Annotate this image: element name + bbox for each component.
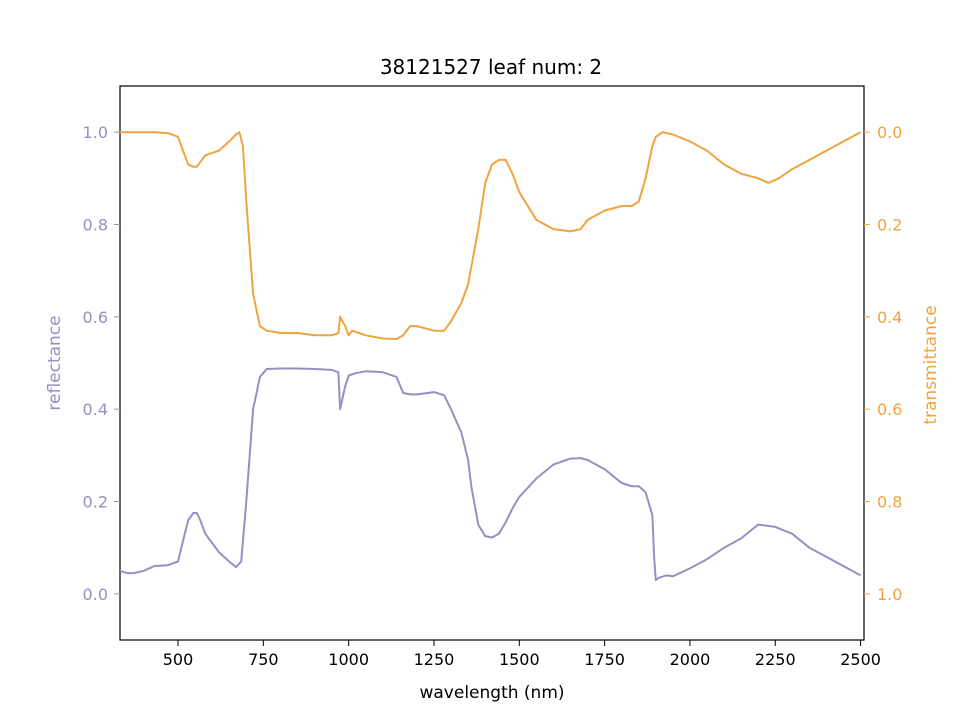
left-tick-label: 0.4	[83, 400, 108, 419]
x-tick-label: 1500	[499, 650, 540, 669]
x-tick-label: 2000	[670, 650, 711, 669]
x-axis-ticks: 500 750 1000 1250 1500 1750 2000 2250 2500	[163, 640, 881, 669]
series-layer	[119, 131, 862, 581]
right-tick-label: 0.2	[877, 216, 902, 235]
right-tick-label: 0.0	[877, 123, 902, 142]
right-tick-label: 0.4	[877, 308, 902, 327]
x-tick-label: 1000	[328, 650, 369, 669]
chart-title: 38121527 leaf num: 2	[380, 55, 602, 79]
right-axis-ticks: 0.0 0.2 0.4 0.6 0.8 1.0	[864, 123, 902, 604]
x-tick-label: 500	[163, 650, 194, 669]
right-tick-label: 1.0	[877, 585, 902, 604]
left-tick-label: 0.2	[83, 493, 108, 512]
x-tick-label: 1250	[414, 650, 455, 669]
x-tick-label: 750	[248, 650, 279, 669]
left-axis-label: reflectance	[45, 315, 65, 410]
right-axis-label: transmittance	[921, 305, 941, 424]
x-tick-label: 2250	[755, 650, 796, 669]
x-tick-label: 1750	[584, 650, 625, 669]
left-axis-ticks: 0.0 0.2 0.4 0.6 0.8 1.0	[83, 123, 120, 604]
x-axis-label: wavelength (nm)	[419, 683, 564, 703]
transmittance-line	[120, 131, 862, 340]
reflectance-line	[119, 367, 862, 581]
left-tick-label: 0.0	[83, 585, 108, 604]
x-tick-label: 2500	[840, 650, 881, 669]
left-tick-label: 1.0	[83, 123, 108, 142]
right-tick-label: 0.6	[877, 400, 902, 419]
left-tick-label: 0.6	[83, 308, 108, 327]
right-tick-label: 0.8	[877, 493, 902, 512]
plot-frame	[119, 85, 865, 641]
left-tick-label: 0.8	[83, 216, 108, 235]
